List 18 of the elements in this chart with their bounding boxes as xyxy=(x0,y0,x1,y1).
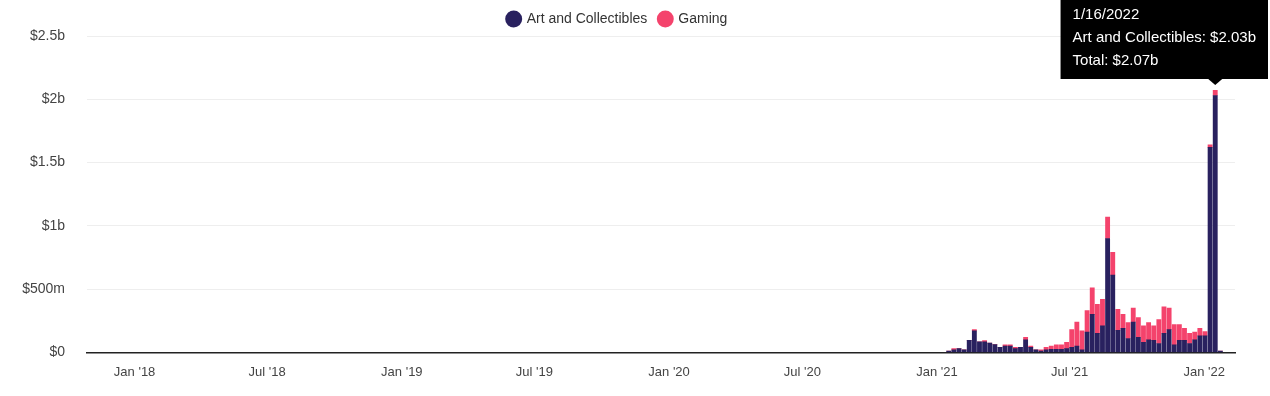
x-tick-label: Jan '20 xyxy=(648,363,690,379)
x-tick-label: Jul '19 xyxy=(515,363,553,379)
y-tick-label: $1b xyxy=(41,216,66,233)
y-tick-label: $1.5b xyxy=(29,153,66,170)
annotation: 1/16/2022 Art and Collectibles: $2.03b Total: $2.07b xyxy=(1072,4,1257,68)
x-tick-label: Jul '18 xyxy=(248,363,286,379)
y-tick-label: $0 xyxy=(49,343,66,360)
legend-label: Gaming xyxy=(678,9,728,26)
y-tick-label: $2b xyxy=(41,90,66,107)
x-tick-label: Jan '19 xyxy=(381,363,423,379)
legend-label: Art and Collectibles xyxy=(526,9,648,26)
x-tick-label: Jan '18 xyxy=(113,363,156,379)
x-tick-label: Jul '21 xyxy=(1050,363,1089,379)
x-tick-label: Jan '21 xyxy=(916,363,958,379)
y-tick-label: $2.5b xyxy=(29,26,66,43)
x-tick-label: Jul '20 xyxy=(783,363,821,379)
y-tick-label: $500m xyxy=(22,279,65,296)
x-tick-label: Jan '22 xyxy=(1183,363,1226,379)
